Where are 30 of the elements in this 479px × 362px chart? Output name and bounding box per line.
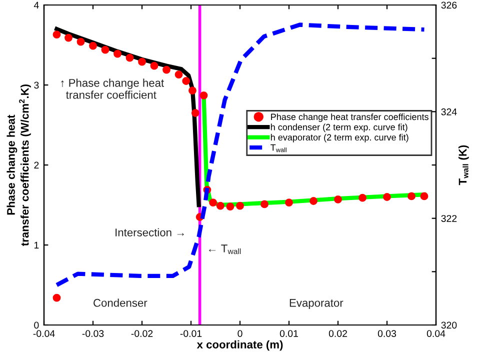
y2-tick-label: 326 [441, 2, 457, 9]
y2-axis-title: T$_{wall}$ (K) [458, 145, 469, 186]
y2-tick-label: 324 [441, 108, 457, 116]
annotation: Intersection → [116, 228, 184, 236]
x-tick-label: -0.01 [180, 330, 202, 337]
x-tick-label: 0 [238, 330, 242, 337]
legend-label: h condenser (2 term exp. curve fit) [270, 124, 408, 132]
x-tick-label: 0.01 [280, 330, 298, 337]
y-tick-label: 2 [34, 162, 39, 169]
legend-label: T$_{wall}$ [270, 144, 286, 152]
x-tick-label: -0.03 [82, 330, 104, 337]
y-tick-label: 1 [34, 242, 39, 249]
y-axis-title: Phase change heat transfer coefficients (W/cm$^{2}$.K) [6, 84, 31, 246]
y-tick-label: 3 [34, 82, 39, 89]
x-tick-label: 0.02 [328, 330, 347, 337]
annotation: Evaporator [290, 299, 344, 309]
y2-tick-label: 322 [441, 215, 457, 222]
annotation: ↑ Phase change heat transfer coefficient [61, 78, 164, 99]
legend-label: Phase change heat transfer coefficients [271, 113, 428, 122]
x-tick-label: 0.03 [378, 330, 396, 337]
y-tick-label: 0 [34, 322, 39, 329]
x-axis-title: x coordinate (m) [196, 340, 283, 351]
x-tick-label: 0.04 [426, 330, 446, 337]
x-tick-label: -0.02 [131, 330, 153, 337]
x-tick-label: -0.04 [33, 330, 55, 337]
y-tick-label: 4 [34, 2, 39, 9]
y2-tick-label: 320 [441, 322, 457, 329]
annotation: Condenser [94, 298, 148, 307]
annotation: ← T$_{wall}$ [208, 244, 241, 254]
legend-label: h evaporator (2 term exp. curve fit) [270, 134, 408, 142]
